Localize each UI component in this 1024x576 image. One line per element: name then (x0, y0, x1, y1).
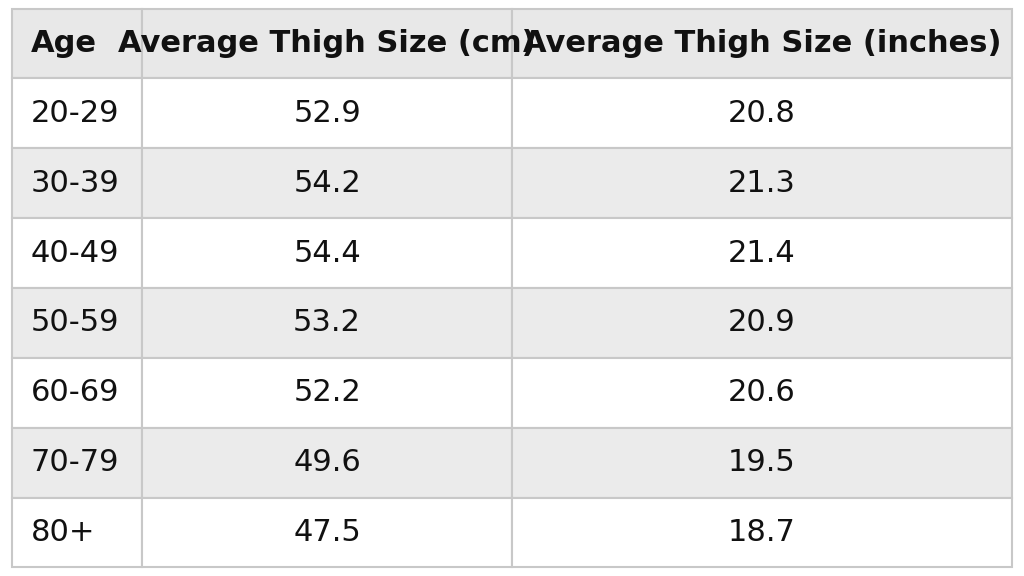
Bar (512, 358, 1012, 427)
Text: 52.9: 52.9 (293, 99, 361, 128)
Text: 19.5: 19.5 (728, 448, 796, 477)
Bar (12, 9, 142, 78)
Bar (12, 358, 142, 427)
Bar (512, 218, 1012, 288)
Bar (142, 9, 512, 78)
Text: Age: Age (31, 29, 96, 58)
Text: 54.2: 54.2 (293, 169, 361, 198)
Bar (12, 498, 142, 567)
Text: 20-29: 20-29 (31, 99, 119, 128)
Bar (512, 149, 1012, 218)
Text: 53.2: 53.2 (293, 308, 361, 338)
Bar (142, 498, 512, 567)
Text: 70-79: 70-79 (31, 448, 119, 477)
Bar (512, 498, 1012, 567)
Bar (12, 427, 142, 498)
Text: 52.2: 52.2 (293, 378, 361, 407)
Bar (142, 358, 512, 427)
Bar (142, 149, 512, 218)
Text: 20.9: 20.9 (728, 308, 796, 338)
Bar (142, 288, 512, 358)
Text: 21.4: 21.4 (728, 238, 796, 268)
Bar (12, 288, 142, 358)
Bar (512, 9, 1012, 78)
Text: 21.3: 21.3 (728, 169, 796, 198)
Text: 54.4: 54.4 (293, 238, 361, 268)
Text: 30-39: 30-39 (31, 169, 120, 198)
Bar (142, 218, 512, 288)
Text: 50-59: 50-59 (31, 308, 119, 338)
Text: 47.5: 47.5 (293, 518, 361, 547)
Text: Average Thigh Size (inches): Average Thigh Size (inches) (522, 29, 1001, 58)
Bar (512, 427, 1012, 498)
Text: 49.6: 49.6 (293, 448, 361, 477)
Text: 40-49: 40-49 (31, 238, 119, 268)
Text: 18.7: 18.7 (728, 518, 796, 547)
Bar (12, 149, 142, 218)
Text: 80+: 80+ (31, 518, 95, 547)
Bar (142, 427, 512, 498)
Bar (142, 78, 512, 149)
Bar (12, 218, 142, 288)
Text: 20.6: 20.6 (728, 378, 796, 407)
Bar (512, 78, 1012, 149)
Text: 20.8: 20.8 (728, 99, 796, 128)
Text: 60-69: 60-69 (31, 378, 119, 407)
Text: Average Thigh Size (cm): Average Thigh Size (cm) (119, 29, 536, 58)
Bar (512, 288, 1012, 358)
Bar (12, 78, 142, 149)
